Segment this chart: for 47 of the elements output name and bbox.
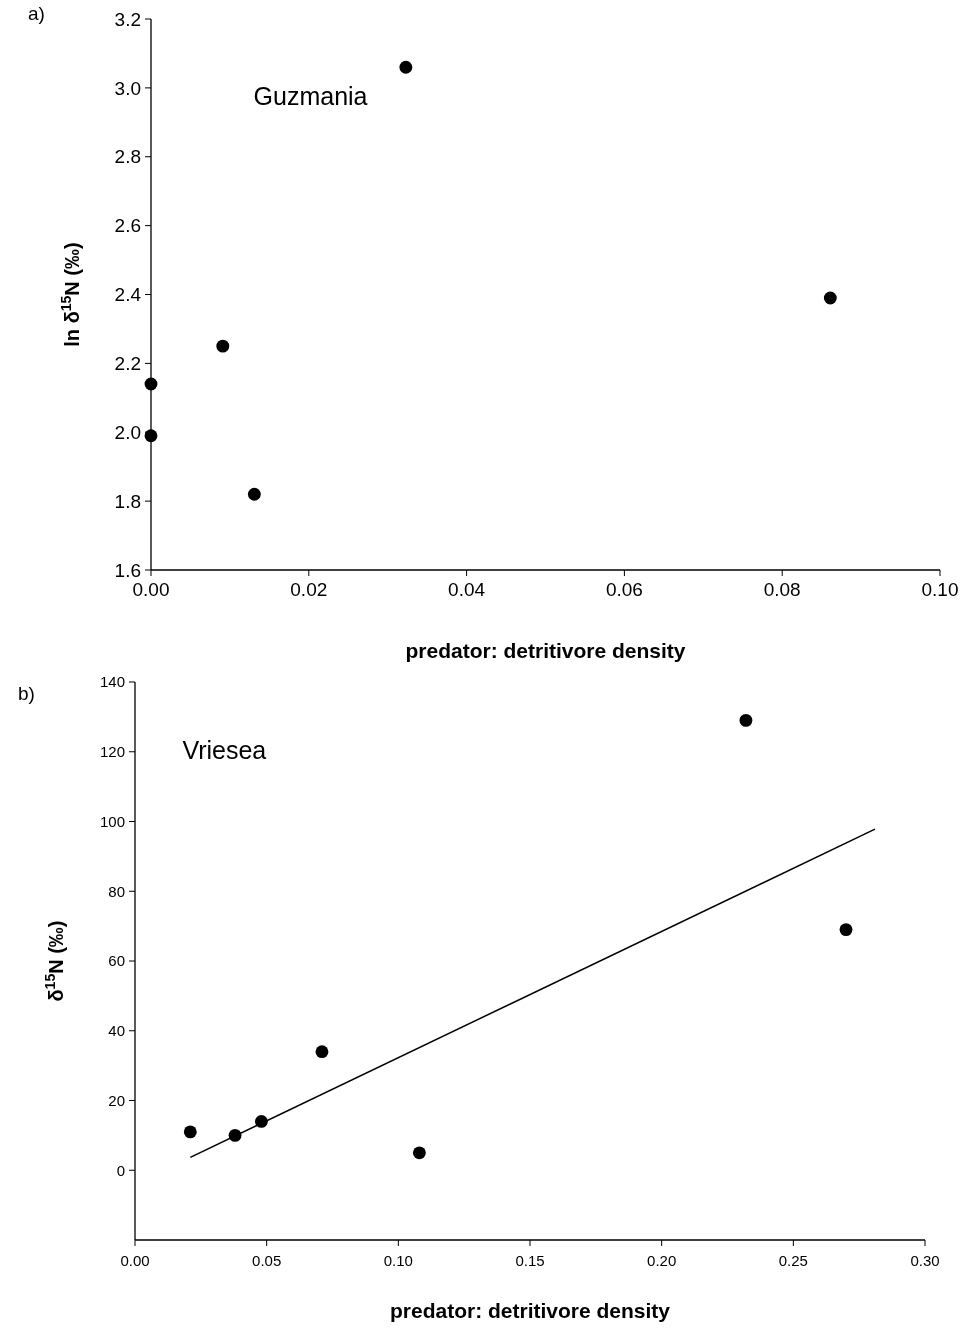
- point: [399, 60, 413, 74]
- x-tick-label: 0.10: [921, 579, 959, 600]
- y-tick-label: 0: [116, 1161, 125, 1179]
- point: [739, 713, 753, 727]
- y-tick-label: 120: [99, 743, 125, 760]
- x-tick-label: 0.00: [132, 579, 170, 600]
- text: b): [18, 683, 35, 704]
- x-tick-label: 0.08: [763, 579, 801, 600]
- x-tick-label: 0.10: [383, 1252, 413, 1269]
- annotation: Guzmania: [253, 82, 368, 111]
- y-tick-label: 2.6: [114, 215, 141, 237]
- y-tick-label: 2.0: [114, 421, 141, 443]
- point: [144, 377, 158, 391]
- y-tick-label: 140: [99, 673, 125, 691]
- y-tick-label: 1.6: [114, 559, 141, 581]
- y-tick-label: 3.2: [114, 8, 141, 30]
- point: [412, 1146, 426, 1160]
- x-axis-title: predator: detritivore density: [389, 1299, 671, 1322]
- y-tick-label: 100: [99, 812, 125, 830]
- point: [823, 291, 837, 305]
- y-tick-label: 20: [108, 1091, 125, 1109]
- x-tick-label: 0.00: [120, 1252, 150, 1269]
- y-tick-label: 40: [108, 1022, 125, 1039]
- point: [183, 1125, 197, 1139]
- x-axis-title: predator: detritivore density: [405, 639, 686, 662]
- point: [216, 339, 230, 353]
- point: [315, 1045, 329, 1059]
- x-tick-label: 0.30: [910, 1252, 940, 1269]
- x-tick-label: 0.25: [778, 1252, 808, 1269]
- point: [144, 429, 158, 443]
- x-tick-label: 0.02: [290, 579, 328, 600]
- y-tick-label: 60: [108, 952, 125, 970]
- annotation: Vriesea: [182, 735, 267, 764]
- x-tick-label: 0.05: [252, 1252, 282, 1269]
- x-tick-label: 0.04: [448, 579, 486, 600]
- text: a): [28, 3, 45, 24]
- x-tick-label: 0.15: [515, 1252, 545, 1269]
- y-tick-label: 3.0: [114, 77, 141, 99]
- y-tick-label: 80: [108, 882, 125, 900]
- y-tick-label: 2.2: [114, 353, 141, 375]
- x-tick-label: 0.20: [647, 1252, 677, 1269]
- y-tick-label: 2.8: [114, 146, 141, 168]
- x-tick-label: 0.06: [605, 579, 643, 600]
- y-tick-label: 2.4: [114, 284, 142, 306]
- point: [839, 923, 853, 937]
- y-tick-label: 1.8: [114, 490, 141, 512]
- point: [247, 487, 261, 501]
